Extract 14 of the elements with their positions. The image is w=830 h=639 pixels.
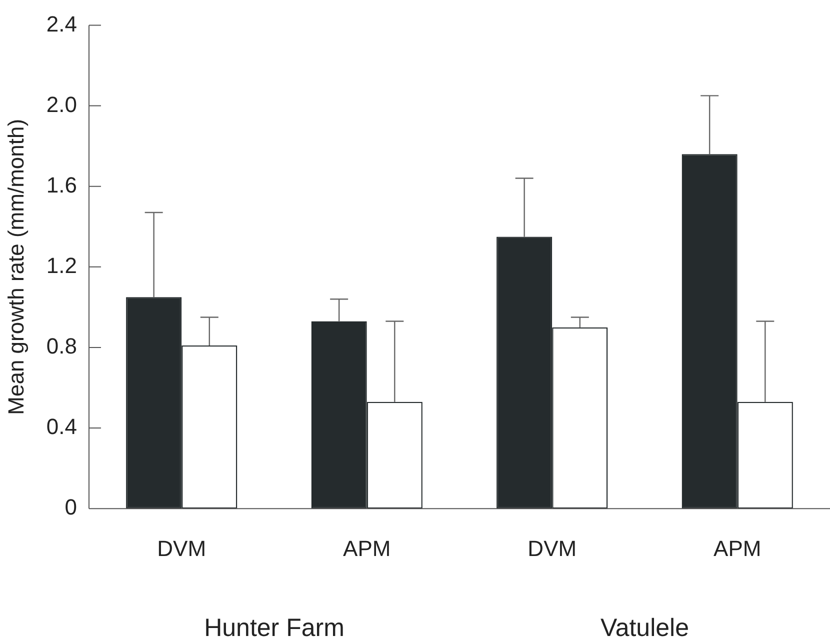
y-tick-label: 0.4	[46, 414, 77, 440]
y-tick-label: 0	[64, 494, 77, 520]
text: Vatulele	[600, 614, 689, 639]
x-tick-label: DVM	[528, 536, 577, 561]
y-axis-title: Mean growth rate (mm/month)	[3, 118, 28, 415]
y-tick-label: 0.8	[46, 334, 77, 359]
text: Hunter Farm	[204, 614, 344, 639]
y-tick-label: 1.2	[46, 252, 77, 278]
y-tick-label: 2.0	[46, 92, 77, 117]
y-tick-label: 1.6	[46, 172, 77, 198]
x-tick-label: DVM	[157, 536, 206, 561]
y-tick-label: 2.4	[46, 11, 77, 36]
x-tick-label: APM	[343, 536, 391, 561]
x-tick-label: APM	[714, 536, 762, 561]
